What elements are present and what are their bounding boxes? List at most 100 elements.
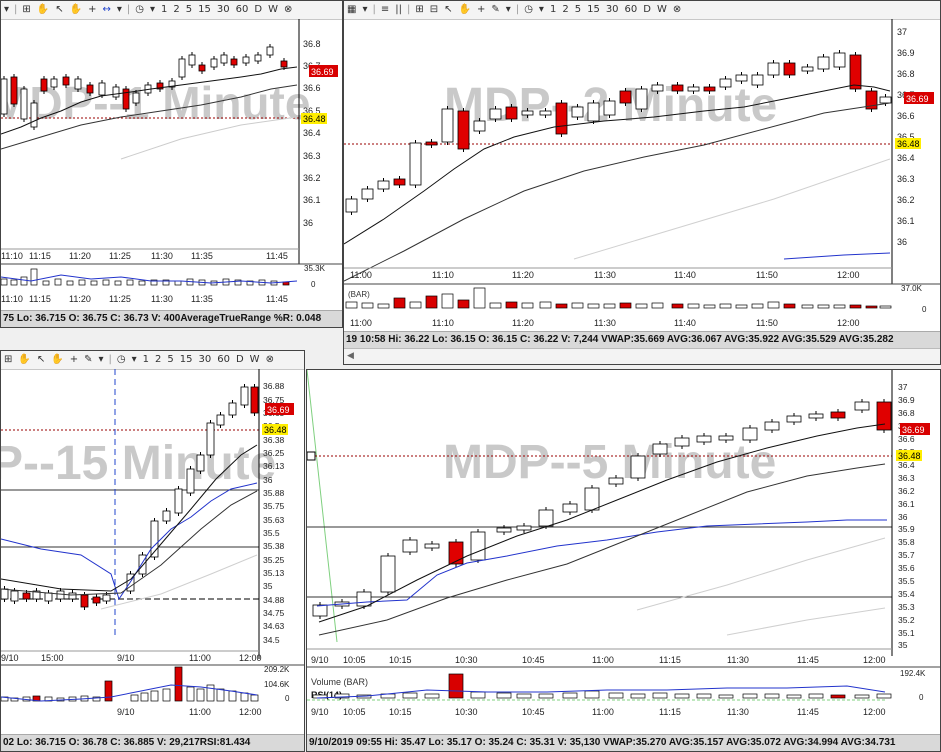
chart-pane-2min[interactable]: ▦ ▾ | ≡ || | ⊞ ⊟ ↖ ✋ + ✎ ▾ | ◷ ▾ 1 2 5 1…: [343, 0, 941, 365]
interval-15[interactable]: 15: [198, 4, 211, 15]
close-icon[interactable]: ⊗: [672, 4, 682, 15]
interval-2[interactable]: 2: [155, 354, 162, 365]
interval-15[interactable]: 15: [179, 354, 193, 365]
grid-icon[interactable]: ⊟: [429, 4, 439, 15]
cursor-icon[interactable]: ↖: [444, 4, 453, 15]
close-icon[interactable]: ⊗: [283, 4, 293, 15]
interval-w[interactable]: W: [268, 4, 278, 15]
hand-icon[interactable]: ✋: [458, 4, 471, 15]
svg-text:36.5: 36.5: [303, 106, 321, 116]
crosshair-icon[interactable]: ⊞: [415, 4, 424, 15]
candle: [473, 118, 486, 134]
interval-60[interactable]: 60: [235, 4, 249, 15]
svg-text:35.6: 35.6: [898, 563, 915, 573]
pause-icon[interactable]: ||: [395, 4, 402, 15]
interval-15[interactable]: 15: [587, 4, 600, 15]
status-bar: 75 Lo: 36.715 O: 36.75 C: 36.73 V: 400Av…: [1, 310, 342, 327]
horizontal-scrollbar[interactable]: ◀: [344, 348, 940, 364]
chevron-down-icon[interactable]: ▾: [98, 354, 104, 365]
interval-1[interactable]: 1: [549, 4, 557, 15]
chevron-down-icon[interactable]: ▾: [131, 354, 137, 365]
interval-d[interactable]: D: [643, 4, 651, 15]
reference-price-marker: [895, 138, 921, 149]
chevron-down-icon[interactable]: ▾: [150, 4, 156, 15]
scroll-left-icon[interactable]: ◀: [347, 350, 354, 360]
interval-1[interactable]: 1: [142, 354, 150, 365]
candle: [652, 441, 668, 457]
pencil-icon[interactable]: ✎: [491, 4, 500, 15]
hand-icon[interactable]: ✋: [18, 354, 31, 365]
volume-bar: [571, 302, 584, 309]
svg-text:10:05: 10:05: [343, 655, 366, 665]
plus-icon[interactable]: +: [69, 354, 79, 365]
chevron-down-icon[interactable]: ▾: [505, 4, 511, 15]
chart-plot-15min[interactable]: P--15 Minute 36.88 36.75 36.63 36.5 36.3…: [1, 369, 304, 734]
interval-5[interactable]: 5: [574, 4, 582, 15]
chart-pane-1min[interactable]: ▾ | ⊞ ✋ ↖ ✋ + ↔ ▾ | ◷ ▾ 1 2 5 15 30 60 D…: [0, 0, 343, 328]
candle: [674, 435, 690, 449]
chevron-down-icon[interactable]: ▾: [538, 4, 544, 15]
chart-pane-15min[interactable]: ⊞ ✋ ↖ ✋ + ✎ ▾ | ◷ ▾ 1 2 5 15 30 60 D W ⊗…: [0, 350, 305, 752]
chart-plot-2min[interactable]: MDP--2 Minute 37 36.9 36.8 36.7 36.6 36.…: [344, 19, 940, 337]
chart-plot-5min[interactable]: MDP--5 Minute 37 36.9 36.8 36.7 36.6 36.…: [307, 370, 940, 735]
plus-icon[interactable]: +: [88, 4, 97, 15]
volume-bar: [345, 301, 358, 309]
reference-handle[interactable]: [307, 451, 316, 461]
cursor-icon[interactable]: ↖: [36, 354, 46, 365]
close-icon[interactable]: ⊗: [265, 354, 274, 365]
volume-zero-label: 0: [922, 305, 927, 314]
chart-plot-1min[interactable]: MDP--1 Minute 36.8 36.7 36.6 36.5 36.4 3…: [1, 19, 342, 328]
crosshair-icon[interactable]: ⊞: [4, 354, 13, 365]
grid-icon[interactable]: ▦: [347, 4, 357, 15]
svg-text:10:45: 10:45: [522, 655, 545, 665]
chevron-down-icon[interactable]: ▾: [116, 4, 122, 15]
interval-30[interactable]: 30: [605, 4, 619, 15]
volume-bars: [1, 666, 259, 702]
bottom-time-labels: 11:00 11:10 11:20 11:30 11:40 11:50 12:0…: [350, 318, 860, 328]
volume-bars: [1, 268, 290, 286]
pencil-icon[interactable]: ✎: [84, 354, 93, 365]
svg-text:11:20: 11:20: [69, 251, 91, 261]
interval-5[interactable]: 5: [167, 354, 174, 365]
candle: [56, 588, 65, 602]
interval-2[interactable]: 2: [562, 4, 569, 15]
chevron-down-icon[interactable]: ▾: [362, 4, 368, 15]
candle: [150, 518, 159, 560]
candle: [198, 62, 206, 74]
svg-text:9/10: 9/10: [117, 653, 135, 663]
volume-bar: [489, 302, 502, 309]
svg-text:11:00: 11:00: [189, 653, 211, 663]
hand-icon[interactable]: ✋: [36, 4, 50, 15]
interval-w[interactable]: W: [656, 4, 667, 15]
chart-pane-5min[interactable]: MDP--5 Minute 37 36.9 36.8 36.7 36.6 36.…: [306, 369, 941, 752]
interval-1[interactable]: 1: [161, 4, 168, 15]
svg-text:36.1: 36.1: [898, 499, 915, 509]
clock-icon[interactable]: ◷: [524, 4, 533, 15]
chevron-down-icon[interactable]: ▾: [4, 4, 10, 15]
hand-icon[interactable]: ✋: [69, 4, 83, 15]
trend-line: [307, 370, 338, 643]
interval-5[interactable]: 5: [185, 4, 193, 15]
interval-w[interactable]: W: [249, 354, 260, 365]
reference-price-marker: [896, 450, 922, 461]
vwap-line: [783, 252, 891, 260]
lines-icon[interactable]: ≡: [380, 4, 390, 15]
interval-30[interactable]: 30: [216, 4, 230, 15]
svg-text:9/10: 9/10: [311, 707, 329, 717]
cursor-icon[interactable]: ↖: [55, 4, 64, 15]
crosshair-icon[interactable]: ⊞: [22, 4, 31, 15]
interval-60[interactable]: 60: [624, 4, 638, 15]
interval-30[interactable]: 30: [198, 354, 212, 365]
interval-2[interactable]: 2: [173, 4, 180, 15]
plus-icon[interactable]: +: [477, 4, 486, 15]
line-tool-icon[interactable]: ↔: [102, 4, 111, 15]
hand-icon[interactable]: ✋: [51, 354, 64, 365]
interval-d[interactable]: D: [235, 354, 244, 365]
clock-icon[interactable]: ◷: [116, 354, 126, 365]
volume-bar: [849, 304, 862, 309]
time-labels: 9/10 10:05 10:15 10:30 10:45 11:00 11:15…: [311, 655, 886, 665]
interval-60[interactable]: 60: [217, 354, 230, 365]
clock-icon[interactable]: ◷: [135, 4, 145, 15]
moving-average: [726, 607, 886, 636]
interval-d[interactable]: D: [254, 4, 263, 15]
